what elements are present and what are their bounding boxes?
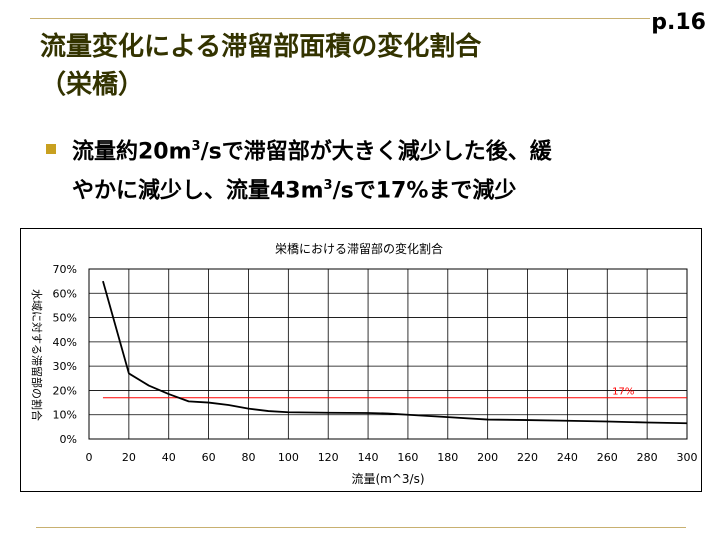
x-tick-label: 300 [677, 451, 698, 464]
bullet-line1-post: /sで滞留部が大きく減少した後、緩 [200, 139, 552, 165]
slide-title-line-2: （栄橋） [40, 70, 145, 100]
x-tick-label: 20 [122, 451, 136, 464]
x-tick-label: 0 [86, 451, 93, 464]
bullet-square-icon [46, 144, 56, 154]
y-axis-label: 水域に対する滞留部の割合 [30, 289, 44, 421]
bullet-line2-sup: 3 [323, 178, 333, 194]
x-tick-label: 180 [437, 451, 458, 464]
y-tick-label: 60% [53, 287, 77, 300]
chart-title: 栄橋における滞留部の変化割合 [275, 241, 443, 256]
page-number: p.16 [651, 10, 706, 35]
x-tick-label: 40 [162, 451, 176, 464]
top-rule [30, 18, 650, 19]
bullet-line1-sup: 3 [191, 139, 201, 154]
x-tick-label: 260 [597, 451, 618, 464]
y-tick-label: 40% [53, 336, 77, 349]
x-tick-label: 140 [358, 451, 379, 464]
bottom-rule [36, 527, 686, 528]
slide-title: 流量変化による滞留部面積の変化割合 （栄橋） [40, 28, 600, 104]
chart-frame: 栄橋における滞留部の変化割合 17% 0% 10% 20% 30% 40% 50% 60% 7… [20, 228, 702, 492]
y-tick-label: 20% [53, 384, 77, 397]
y-tick-label: 0% [60, 433, 77, 446]
x-axis-label: 流量(m^3/s) [351, 472, 424, 486]
x-tick-label: 120 [318, 451, 339, 464]
bullet-line2-post: /sで17%まで減少 [332, 178, 517, 204]
x-tick-label: 280 [637, 451, 658, 464]
x-tick-label: 60 [202, 451, 216, 464]
x-tick-label: 200 [477, 451, 498, 464]
series-line [102, 280, 688, 425]
slide-title-line-1: 流量変化による滞留部面積の変化割合 [40, 32, 482, 62]
bullet-item: 流量約20m3/sで滞留部が大きく減少した後、緩 やかに減少し、流量43m3/s… [46, 130, 686, 209]
x-tick-label: 80 [241, 451, 255, 464]
y-tick-label: 30% [53, 360, 77, 373]
x-tick-label: 100 [278, 451, 299, 464]
y-tick-label: 10% [53, 409, 77, 422]
bullet-line1-pre: 流量約20m [72, 139, 192, 165]
bullet-line2-pre: やかに減少し、流量43m [72, 178, 324, 204]
reference-line-label: 17% [612, 387, 634, 398]
line-chart: 栄橋における滞留部の変化割合 17% 0% 10% 20% 30% 40% 50% 60% 7… [30, 241, 698, 486]
y-tick-label: 70% [53, 263, 77, 276]
x-tick-label: 240 [557, 451, 578, 464]
y-tick-label: 50% [53, 312, 77, 325]
x-tick-label: 160 [397, 451, 418, 464]
x-tick-label: 220 [517, 451, 538, 464]
bullet-text: 流量約20m3/sで滞留部が大きく減少した後、緩 やかに減少し、流量43m3/s… [72, 130, 686, 209]
